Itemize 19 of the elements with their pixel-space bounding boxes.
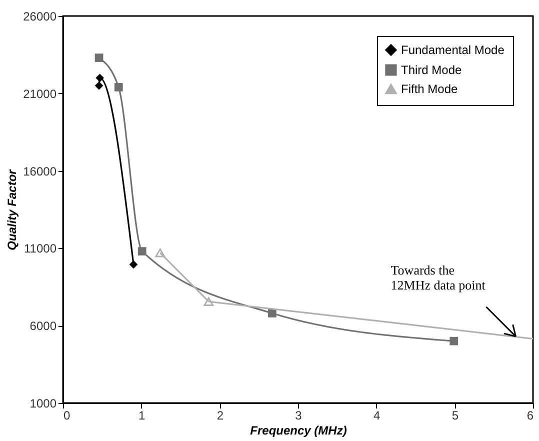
- y-tick-label: 16000: [23, 164, 57, 178]
- y-tick-label: 6000: [30, 319, 57, 334]
- x-tick-label: 5: [452, 408, 459, 422]
- legend-label: Fifth Mode: [401, 82, 458, 96]
- legend-label: Fundamental Mode: [401, 43, 505, 57]
- y-axis-title: Quality Factor: [5, 168, 20, 250]
- y-tick-label: 21000: [23, 86, 57, 101]
- x-tick-label: 0: [64, 408, 70, 422]
- x-tick-label: 1: [138, 408, 146, 422]
- y-tick-label: 26000: [23, 10, 57, 24]
- x-axis-title: Frequency (MHz): [250, 424, 347, 438]
- x-tick-label: 4: [373, 408, 380, 422]
- x-tick-label: 6: [526, 408, 534, 422]
- annotation: Towards the 12MHz data point: [390, 262, 486, 292]
- y-tick-label: 1000: [30, 396, 57, 410]
- x-tick-label: 3: [295, 408, 302, 422]
- legend-label: Third Mode: [401, 63, 462, 77]
- y-tick-label: 11000: [24, 242, 57, 256]
- x-tick-label: 2: [216, 408, 224, 422]
